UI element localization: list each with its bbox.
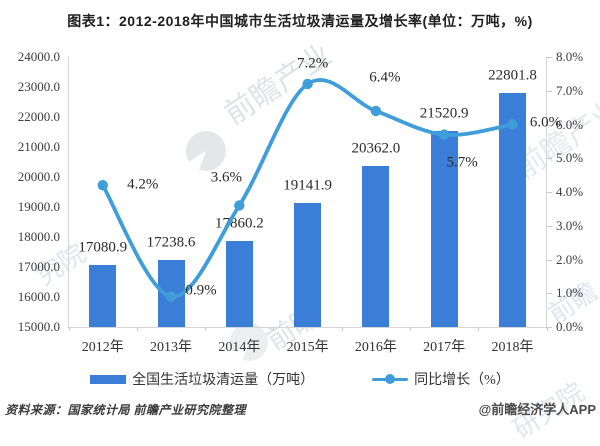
data-point-marker [97, 180, 108, 191]
x-axis-category-label: 2015年 [286, 340, 329, 355]
y-axis-tick [545, 293, 552, 295]
bar-value-label: 22801.8 [488, 67, 537, 84]
x-axis-category-label: 2016年 [354, 340, 397, 355]
bar [157, 259, 185, 327]
x-axis-tick [68, 327, 70, 331]
y-axis-tick-label: 22000.0 [17, 109, 60, 124]
x-axis-tick [478, 327, 480, 331]
secondary-y-axis-tick-label: 1.0% [556, 285, 584, 301]
secondary-y-axis-tick-label: 3.0% [556, 217, 584, 233]
bar [225, 241, 253, 327]
y-axis-tick-label: 23000.0 [17, 79, 60, 94]
bar-swatch-icon [90, 374, 127, 384]
y-axis-tick [545, 124, 552, 126]
secondary-y-axis-tick-label: 2.0% [556, 251, 584, 267]
y-axis-tick [545, 327, 552, 328]
y-axis-tick [545, 192, 552, 193]
y-axis-tick [545, 225, 552, 227]
secondary-y-axis-tick-label: 5.0% [556, 150, 584, 166]
data-point-marker [302, 78, 313, 90]
y-axis-line [68, 57, 69, 327]
plot-area: 15000.0 16000.0 17000.0 18000.0 19000.0 20000… [17, 49, 584, 355]
x-axis-tick [410, 327, 412, 331]
secondary-y-axis-tick-label: 6.0% [556, 116, 584, 132]
y-axis-tick [545, 158, 552, 160]
x-axis-tick [341, 327, 343, 331]
y-axis-tick-label: 15000.0 [17, 319, 60, 334]
y-axis-tick [545, 90, 552, 92]
y-axis-tick [545, 57, 552, 58]
x-axis-category-label: 2018年 [491, 340, 534, 355]
y-axis-tick-label: 16000.0 [17, 289, 60, 304]
x-axis-tick [546, 327, 548, 331]
legend-item-line-series: 同比增长（%） [372, 369, 510, 389]
bar-value-label: 17860.2 [214, 215, 264, 232]
secondary-y-axis-tick-label: 7.0% [556, 82, 584, 98]
secondary-y-axis-tick-label: 8.0% [556, 49, 584, 64]
bar-value-label: 19141.9 [283, 177, 332, 194]
legend-item-bar-series: 全国生活垃圾清运量（万吨） [90, 369, 314, 389]
bar-value-label: 17080.9 [78, 239, 128, 256]
bar-value-label: 17238.6 [146, 234, 196, 251]
x-axis-category-label: 2013年 [150, 340, 193, 355]
line-value-label: 6.0% [529, 114, 562, 130]
line-value-label: 0.9% [185, 282, 217, 299]
y-axis-tick-label: 18000.0 [17, 229, 60, 244]
y-axis-tick-label: 20000.0 [17, 169, 60, 184]
secondary-y-axis-tick-label: 0.0% [556, 319, 584, 334]
y-axis-tick-label: 24000.0 [17, 49, 60, 64]
line-value-label: 3.6% [210, 169, 242, 185]
source-note: 资料来源：国家统计局 前瞻产业研究院整理 [5, 403, 247, 417]
bar-value-label: 21520.9 [419, 105, 469, 122]
line-value-label: 7.2% [296, 55, 329, 72]
line-swatch-icon [372, 374, 409, 384]
data-point-marker [370, 105, 382, 117]
brand-credit: @前瞻经济学人APP [478, 402, 596, 417]
bar [362, 166, 390, 327]
x-axis-line [68, 327, 547, 328]
x-axis-tick [205, 327, 207, 331]
secondary-y-axis-tick-label: 4.0% [556, 184, 584, 199]
legend-label: 全国生活垃圾清运量（万吨） [132, 373, 315, 388]
y-axis-tick-label: 17000.0 [17, 259, 60, 274]
x-axis-tick [273, 327, 275, 331]
y-axis-tick [545, 259, 552, 261]
x-axis-category-label: 2017年 [423, 340, 466, 355]
data-point-marker [234, 200, 245, 211]
bar-value-label: 20362.0 [351, 140, 401, 157]
bar [294, 202, 322, 327]
x-axis-category-label: 2012年 [81, 340, 124, 355]
legend: 全国生活垃圾清运量（万吨） 同比增长（%） [0, 369, 600, 389]
chart-figure: 前瞻产业 前瞻产业研究院 前瞻 前瞻 研究院 究院 图表1：2012-2018年… [0, 13, 600, 445]
line-value-label: 4.2% [127, 176, 159, 193]
x-axis-category-label: 2014年 [218, 340, 261, 355]
x-axis-tick [136, 327, 138, 331]
y-axis-tick-label: 19000.0 [17, 199, 60, 214]
bar [89, 264, 117, 327]
legend-label: 同比增长（%） [414, 373, 510, 388]
chart-title: 图表1：2012-2018年中国城市生活垃圾清运量及增长率(单位：万吨，%) [67, 13, 533, 29]
line-value-label: 5.7% [446, 154, 478, 171]
bar [498, 92, 526, 327]
y-axis-tick-label: 21000.0 [17, 139, 60, 154]
line-value-label: 6.4% [369, 69, 401, 86]
